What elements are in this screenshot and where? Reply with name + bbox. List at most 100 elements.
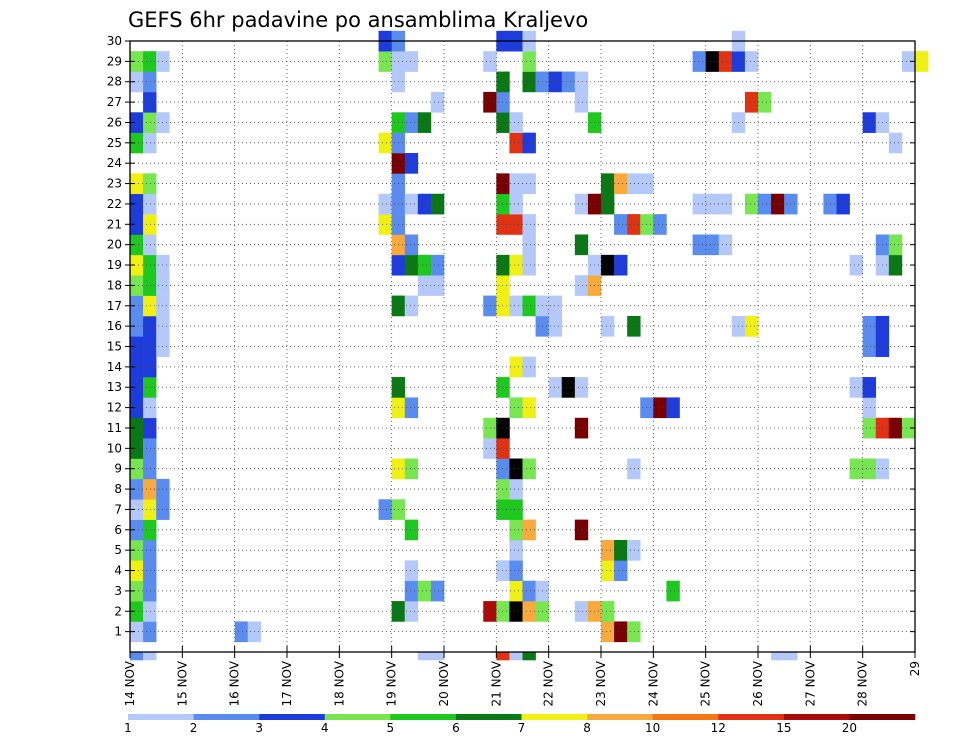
heatmap-cell — [666, 580, 680, 602]
y-tick-label: 11 — [107, 421, 122, 435]
heatmap-cell — [496, 601, 510, 622]
heatmap-cell — [692, 234, 706, 256]
heatmap-cell — [130, 519, 144, 541]
heatmap-cell — [627, 621, 641, 643]
heatmap-cell — [130, 275, 144, 296]
heatmap-cell — [744, 51, 759, 72]
heatmap-cell — [901, 417, 916, 439]
grid-layer — [130, 40, 915, 652]
heatmap-cell — [849, 458, 863, 480]
heatmap-cell — [417, 254, 432, 276]
heatmap-cell — [888, 234, 903, 256]
heatmap-cell — [130, 601, 144, 622]
heatmap-cell — [417, 652, 432, 661]
heatmap-cell — [574, 275, 589, 296]
heatmap-cell — [744, 91, 759, 113]
heatmap-cell — [483, 91, 497, 113]
x-tick-label: 28 NOV — [856, 660, 870, 706]
x-tick-label: 17 NOV — [280, 660, 294, 706]
heatmap-cell — [143, 377, 157, 398]
y-tick-label: 7 — [114, 502, 122, 516]
colorbar-swatch — [783, 714, 850, 720]
heatmap-cell — [234, 621, 249, 643]
heatmap-cell — [522, 397, 536, 419]
heatmap-cell — [404, 153, 419, 174]
y-tick-label: 13 — [107, 380, 122, 394]
heatmap-cell — [143, 254, 157, 276]
heatmap-cell — [430, 275, 445, 296]
heatmap-cell — [130, 356, 144, 378]
heatmap-cell — [862, 417, 877, 439]
y-tick-label: 30 — [107, 34, 122, 48]
heatmap-cell — [522, 234, 536, 256]
heatmap-cell — [718, 234, 733, 256]
heatmap-cell — [430, 193, 445, 215]
cell-layer — [130, 30, 929, 661]
heatmap-cell — [522, 214, 536, 235]
heatmap-cell — [404, 580, 419, 602]
heatmap-cell — [143, 51, 157, 72]
y-tick-label: 28 — [107, 75, 122, 89]
heatmap-cell — [888, 132, 903, 154]
heatmap-cell — [483, 51, 497, 72]
heatmap-cell — [771, 652, 785, 661]
heatmap-cell — [614, 254, 628, 276]
y-tick-label: 29 — [107, 54, 122, 68]
heatmap-cell — [522, 295, 536, 317]
heatmap-cell — [784, 652, 798, 661]
heatmap-cell — [430, 580, 445, 602]
heatmap-cell — [601, 173, 615, 195]
x-tick-label: 26 NOV — [751, 660, 765, 706]
heatmap-cell — [522, 458, 536, 480]
y-tick-label: 22 — [107, 197, 122, 211]
heatmap-cell — [758, 193, 772, 215]
heatmap-cell — [522, 601, 536, 622]
colorbar-swatch — [652, 714, 719, 720]
heatmap-cell — [496, 438, 510, 459]
x-tick-label: 18 NOV — [332, 660, 346, 706]
y-tick-label: 1 — [114, 625, 122, 639]
heatmap-cell — [509, 601, 523, 622]
heatmap-cell — [548, 377, 563, 398]
heatmap-cell — [509, 519, 523, 541]
x-tick-label: 14 NOV — [123, 660, 137, 706]
heatmap-cell — [849, 254, 863, 276]
colorbar-tick-label: 3 — [255, 721, 263, 735]
heatmap-cell — [915, 51, 929, 72]
colorbar-tick-label: 5 — [387, 721, 395, 735]
y-axis: 1234567891011121314151617181920212223242… — [107, 34, 915, 639]
heatmap-cell — [522, 173, 536, 195]
heatmap-cell — [143, 580, 157, 602]
heatmap-cell — [509, 295, 523, 317]
heatmap-cell — [601, 621, 615, 643]
heatmap-cell — [496, 193, 510, 215]
heatmap-cell — [862, 458, 877, 480]
heatmap-cell — [627, 173, 641, 195]
heatmap-cell — [143, 71, 157, 93]
heatmap-cell — [862, 397, 877, 419]
heatmap-cell — [548, 315, 563, 337]
colorbar-swatch — [455, 714, 522, 720]
heatmap-cell — [430, 91, 445, 113]
y-tick-label: 6 — [114, 523, 122, 537]
y-tick-label: 25 — [107, 136, 122, 150]
heatmap-cell — [483, 295, 497, 317]
heatmap-cell — [509, 560, 523, 582]
heatmap-cell — [849, 377, 863, 398]
heatmap-cell — [417, 193, 432, 215]
heatmap-cell — [404, 601, 419, 622]
heatmap-cell — [522, 652, 536, 661]
heatmap-cell — [574, 91, 589, 113]
heatmap-cell — [614, 621, 628, 643]
heatmap-cell — [509, 112, 523, 133]
heatmap-cell — [718, 193, 733, 215]
heatmap-cell — [522, 356, 536, 378]
heatmap-cell — [836, 193, 850, 215]
heatmap-cell — [130, 478, 144, 500]
heatmap-cell — [130, 377, 144, 398]
heatmap-cell — [574, 377, 589, 398]
heatmap-cell — [404, 295, 419, 317]
heatmap-cell — [614, 173, 628, 195]
heatmap-cell — [744, 193, 759, 215]
